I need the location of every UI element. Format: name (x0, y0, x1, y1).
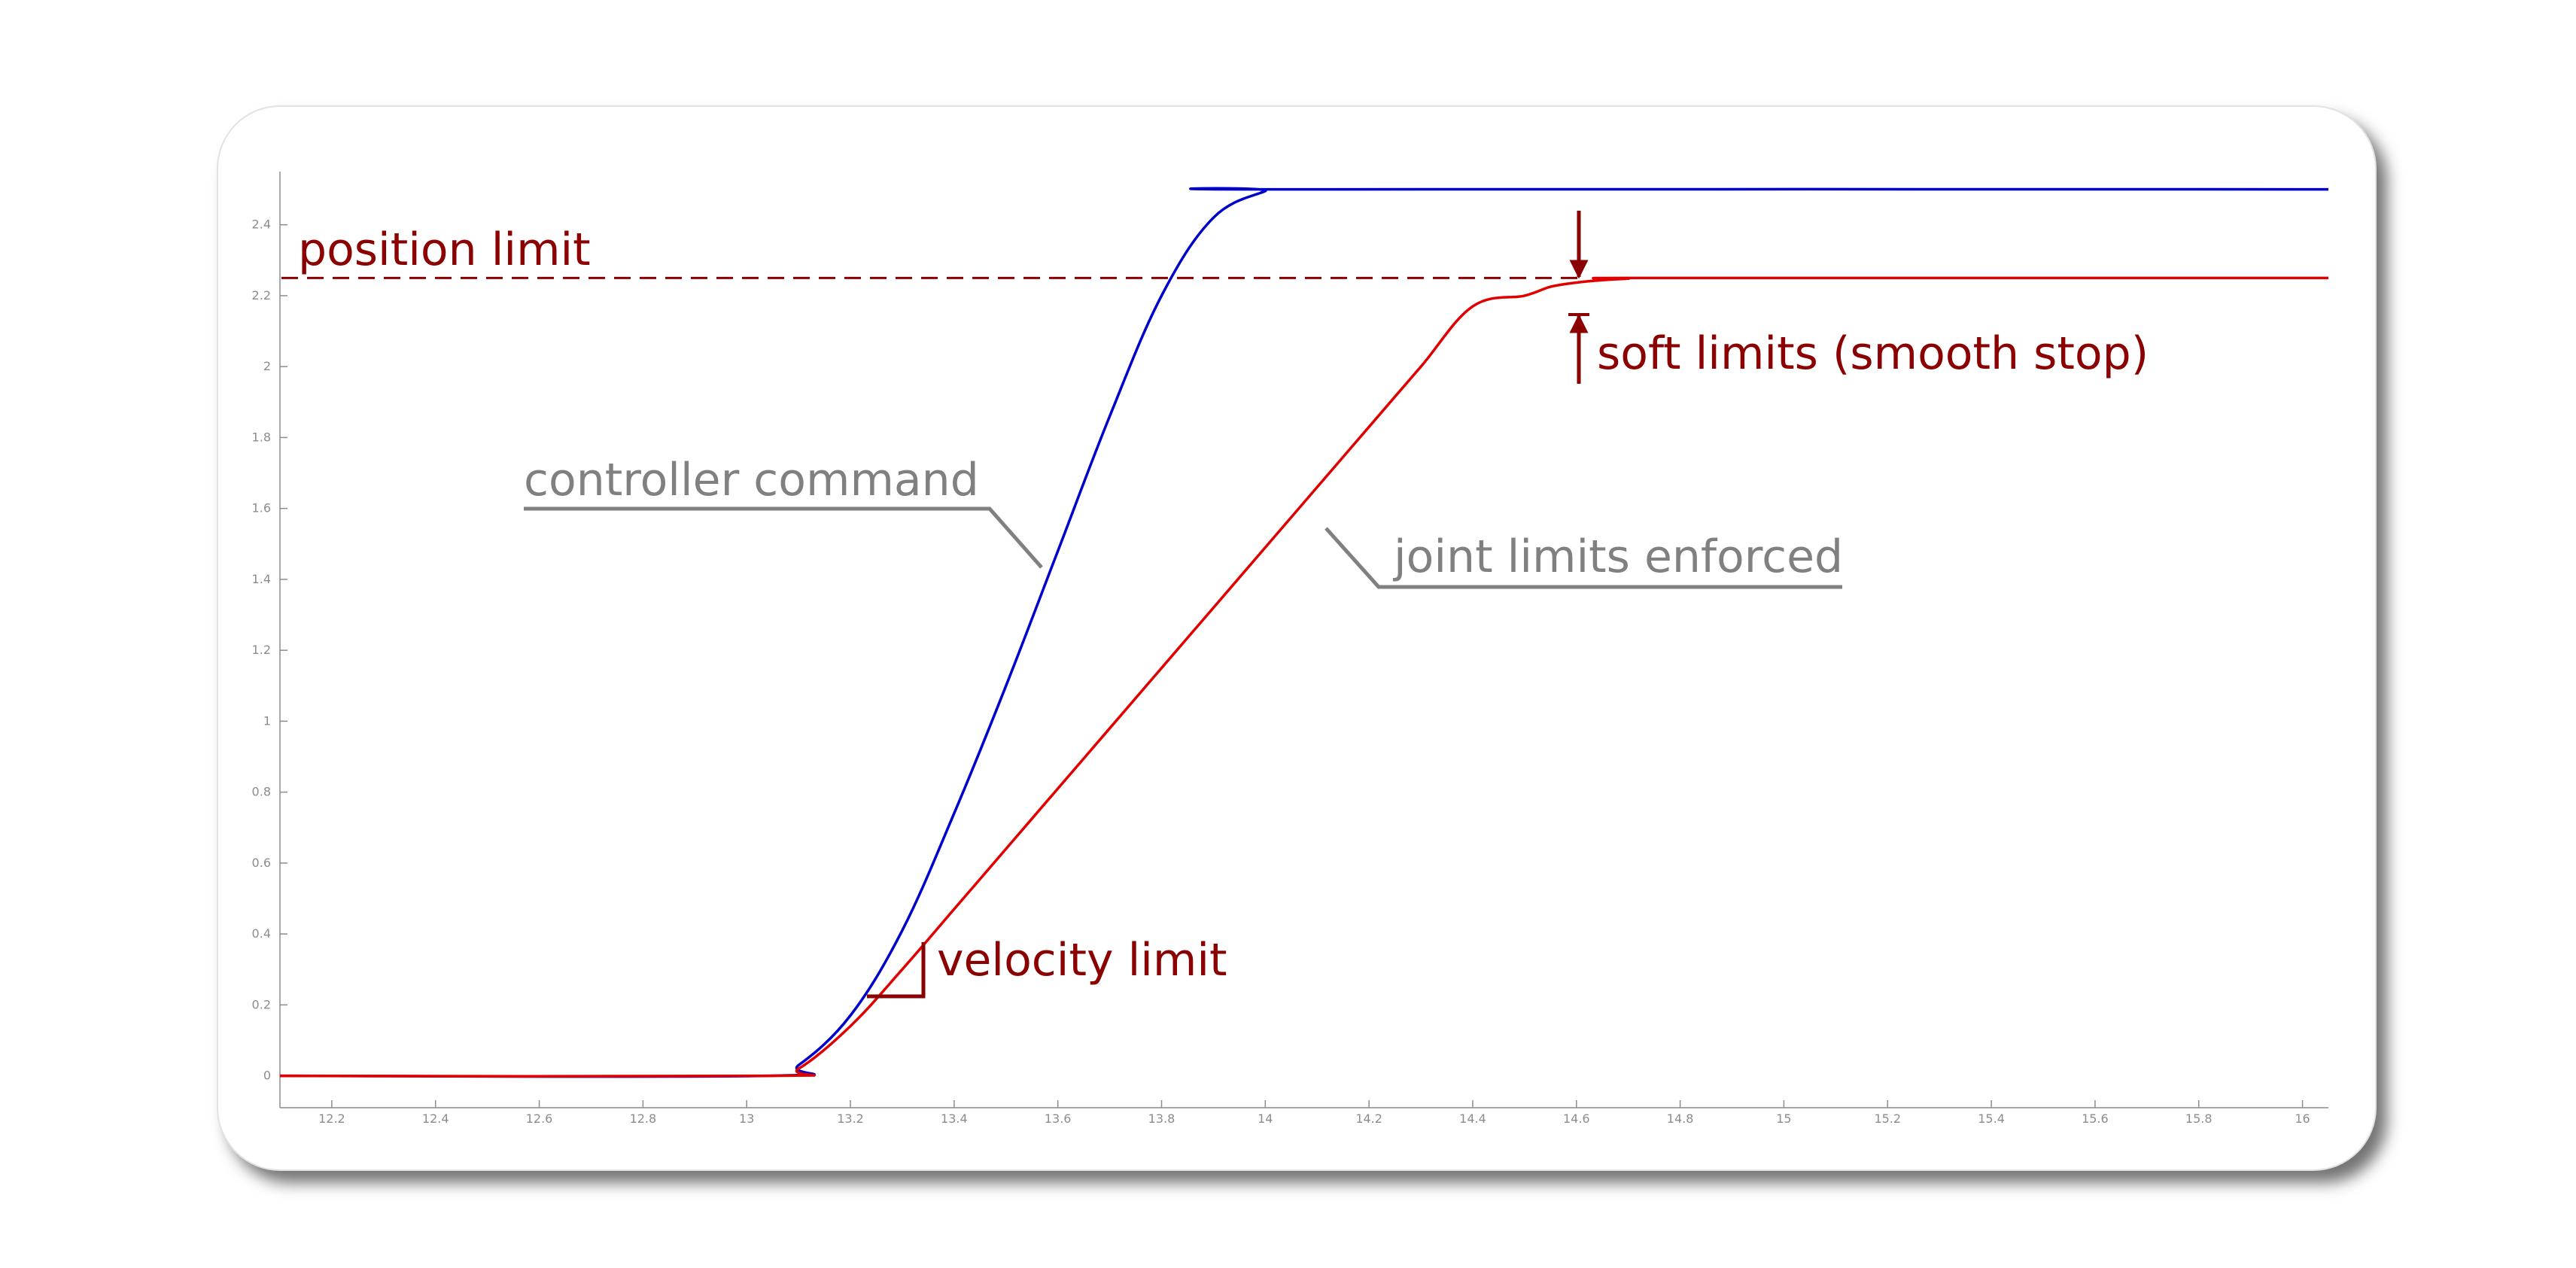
x-tick-label: 13.4 (941, 1111, 968, 1126)
y-tick-label: 2 (263, 359, 271, 373)
x-tick-label: 15.2 (1874, 1111, 1901, 1126)
x-tick-label: 12.4 (422, 1111, 449, 1126)
y-tick-label: 0.4 (252, 926, 271, 941)
y-tick-label: 0.6 (252, 856, 271, 870)
x-tick-label: 15.8 (2185, 1111, 2213, 1126)
y-tick-label: 2.4 (252, 217, 271, 232)
y-ticks: 0 0.2 0.4 0.6 0.8 1 1.2 1.4 1.6 1.8 2 2.2 2.4 (252, 217, 287, 1083)
x-tick-label: 13.6 (1045, 1111, 1072, 1126)
controller-command-leader (524, 506, 1043, 569)
y-tick-label: 2.2 (252, 288, 271, 303)
controller-command-label: controller command (524, 454, 979, 506)
y-tick-label: 1.4 (252, 572, 271, 586)
chart-card: 12.2 12.4 12.6 12.8 13 13.2 13.4 13.6 13.8 14 14.2… (217, 105, 2377, 1171)
y-tick-label: 1.2 (252, 643, 271, 657)
velocity-limit-marker (867, 942, 926, 999)
x-tick-label: 13.8 (1148, 1111, 1175, 1126)
y-tick-label: 0.2 (252, 997, 271, 1011)
y-tick-label: 1.6 (252, 501, 271, 515)
x-tick-label: 14.6 (1563, 1111, 1590, 1126)
x-tick-label: 14 (1258, 1111, 1273, 1126)
y-tick-label: 0.8 (252, 785, 271, 799)
y-tick-label: 0 (263, 1069, 271, 1083)
velocity-limit-label: velocity limit (937, 934, 1227, 987)
x-tick-label: 13 (739, 1111, 754, 1126)
x-tick-label: 16 (2295, 1111, 2310, 1126)
x-ticks: 12.2 12.4 12.6 12.8 13 13.2 13.4 13.6 13.8 14 14.2… (318, 1100, 2310, 1126)
joint-limits-leader (1324, 527, 1842, 589)
x-tick-label: 13.2 (837, 1111, 864, 1126)
x-tick-label: 12.6 (526, 1111, 553, 1126)
joint-limits-label: joint limits enforced (1392, 531, 1843, 583)
x-tick-label: 14.4 (1459, 1111, 1486, 1126)
series-controller-command-line (279, 187, 2329, 1078)
x-tick-label: 14.2 (1355, 1111, 1382, 1126)
y-tick-label: 1 (263, 713, 271, 728)
soft-limits-label: soft limits (smooth stop) (1597, 327, 2149, 380)
chart-svg: 12.2 12.4 12.6 12.8 13 13.2 13.4 13.6 13.8 14 14.2… (252, 172, 2329, 1126)
x-tick-label: 15.6 (2082, 1111, 2109, 1126)
position-limit-label: position limit (298, 223, 591, 276)
x-tick-label: 14.8 (1667, 1111, 1694, 1126)
x-tick-label: 12.8 (630, 1111, 657, 1126)
y-tick-label: 1.8 (252, 430, 271, 444)
x-tick-label: 15.4 (1978, 1111, 2005, 1126)
x-tick-label: 15 (1776, 1111, 1791, 1126)
series-joint-limits-enforced-line (279, 276, 2329, 1078)
x-tick-label: 12.2 (318, 1111, 345, 1126)
